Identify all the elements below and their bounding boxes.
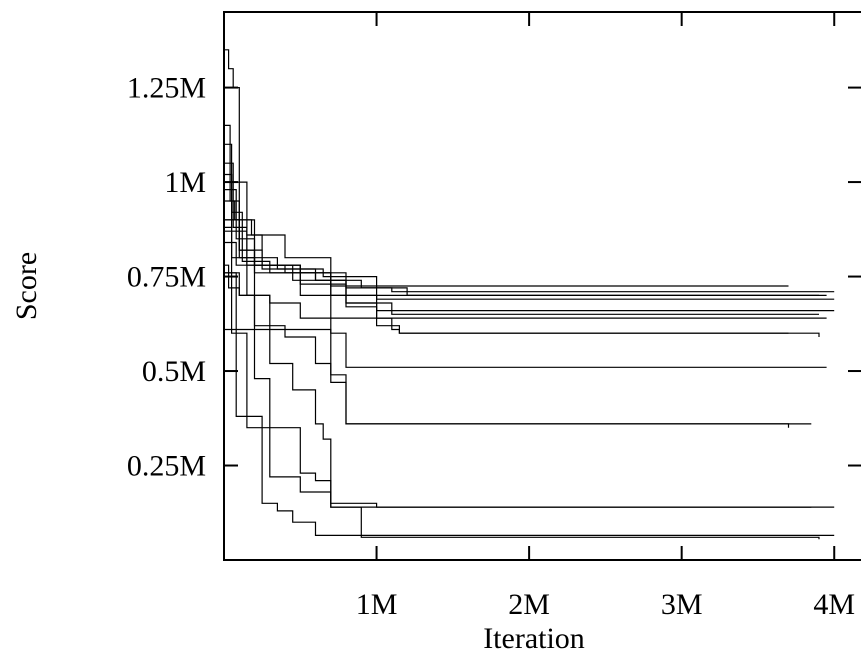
x-axis-label: Iteration [483, 622, 585, 655]
y-tick-label: 0.25M [127, 450, 206, 483]
y-tick-label: 1M [164, 166, 206, 199]
series-line [224, 243, 789, 334]
series-line [224, 227, 819, 337]
y-axis-label: Score [10, 252, 43, 320]
series-line [224, 220, 819, 314]
y-tick-label: 0.75M [127, 261, 206, 294]
y-tick-label: 0.5M [142, 355, 206, 388]
series-line [224, 50, 789, 286]
series-group [224, 50, 834, 539]
y-tick-label: 1.25M [127, 72, 206, 105]
ticks-group: 1M 2M 3M 4M 0.25M 0.5M 0.75M 1M 1.25M [127, 12, 861, 621]
series-line [224, 201, 834, 311]
x-tick-label: 2M [508, 588, 550, 621]
series-line [224, 330, 827, 368]
series-line [224, 175, 819, 540]
series-line [224, 125, 834, 291]
x-tick-label: 3M [661, 588, 703, 621]
series-line [224, 190, 819, 296]
x-tick-label: 1M [356, 588, 398, 621]
x-tick-label: 4M [813, 588, 855, 621]
series-line [224, 220, 789, 428]
